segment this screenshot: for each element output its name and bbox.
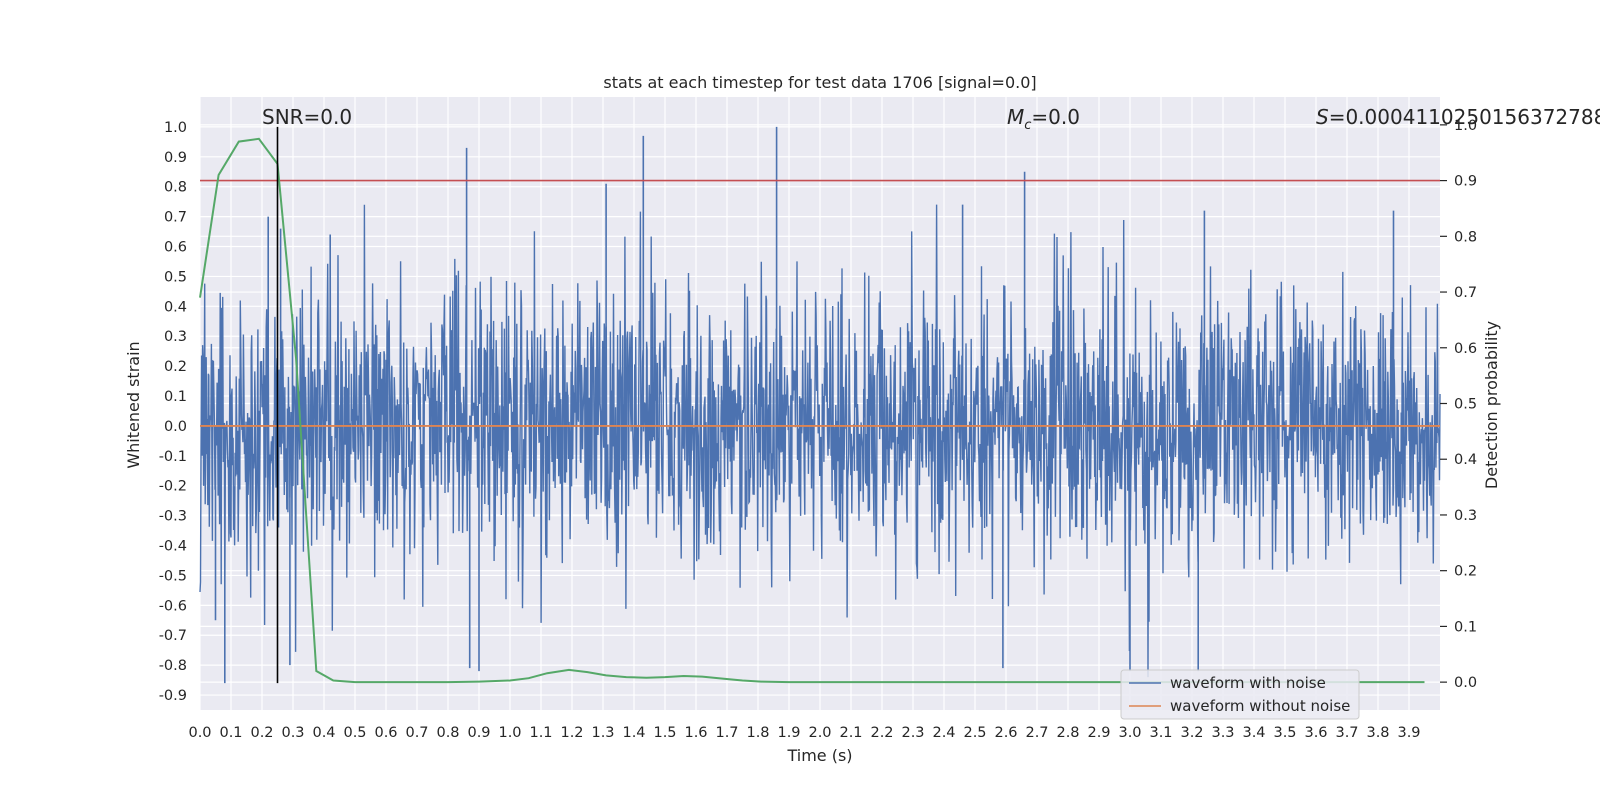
legend-box [1120,669,1360,720]
s-symbol: S [1316,105,1329,129]
x-tick-label: 0.2 [250,725,273,741]
x-axis-label: Time (s) [786,746,852,765]
chirp-mass-symbol: M [1007,105,1024,129]
y-tick-label: -0.4 [159,539,187,555]
x-tick-label: 2.8 [1056,725,1079,741]
y-tick-label: 1.0 [164,120,187,136]
x-tick-label: 3.2 [1180,725,1203,741]
y-tick-label: 0.8 [164,180,187,196]
chart-title: stats at each timestep for test data 170… [603,73,1036,92]
y2-tick-label: 0.7 [1454,285,1477,301]
y-tick-label: -0.2 [159,479,187,495]
y-tick-label: 0.1 [164,389,187,405]
y-tick-label: 0.3 [164,329,187,345]
y-tick-label: -0.7 [159,628,187,644]
x-tick-label: 3.7 [1335,725,1358,741]
x-tick-label: 0.9 [467,725,490,741]
y-tick-label: -0.5 [159,568,187,584]
x-tick-label: 1.5 [653,725,676,741]
x-tick-label: 1.2 [560,725,583,741]
snr-annotation: SNR=0.0 [262,105,352,129]
x-tick-label: 3.3 [1211,725,1234,741]
y-axis-label: Whitened strain [124,341,143,468]
y2-tick-label: 0.2 [1454,564,1477,580]
x-tick-label: 3.4 [1242,725,1265,741]
x-tick-label: 2.4 [932,725,955,741]
x-tick-label: 1.0 [498,725,521,741]
y-tick-label: -0.3 [159,509,187,525]
y-tick-label: 0.9 [164,150,187,166]
x-tick-label: 0.5 [343,725,366,741]
y2-axis-ticks: 1.0 0.9 0.8 0.7 0.6 0.5 0.4 0.3 0.2 0.1 0.0 [1440,118,1477,691]
s-annotation: S=0.0004110250156372788 [1316,105,1600,129]
x-tick-label: 0.0 [188,725,211,741]
y2-tick-label: 0.9 [1454,174,1477,190]
x-tick-label: 1.4 [622,725,645,741]
x-tick-label: 1.6 [684,725,707,741]
y-tick-label: -0.8 [159,658,187,674]
x-tick-label: 0.6 [374,725,397,741]
x-tick-label: 3.0 [1118,725,1141,741]
y2-axis-label: Detection probability [1482,321,1501,489]
x-tick-label: 2.1 [839,725,862,741]
x-tick-label: 2.7 [1025,725,1048,741]
legend: waveform with noise waveform without noi… [1120,669,1360,720]
x-axis-ticks: 0.0 0.1 0.2 0.3 0.4 0.5 0.6 0.7 0.8 0.9 1.0 1.1 1.2 1… [188,725,1420,741]
x-tick-label: 1.7 [715,725,738,741]
x-tick-label: 0.1 [219,725,242,741]
y-tick-label: 0.6 [164,240,187,256]
x-tick-label: 3.1 [1149,725,1172,741]
x-tick-label: 2.3 [901,725,924,741]
y-tick-label: -0.1 [159,449,187,465]
x-tick-label: 2.2 [870,725,893,741]
y-tick-label: 0.4 [164,299,187,315]
y2-tick-label: 0.8 [1454,229,1477,245]
legend-label-waveform-without-noise: waveform without noise [1170,697,1350,715]
x-tick-label: 3.5 [1273,725,1296,741]
y-tick-label: 0.2 [164,359,187,375]
x-tick-label: 0.3 [281,725,304,741]
x-tick-label: 0.7 [405,725,428,741]
x-tick-label: 0.8 [436,725,459,741]
legend-label-waveform-with-noise: waveform with noise [1170,674,1326,692]
series-waveform-with-noise [199,126,1441,684]
series-lines [199,126,1440,684]
y-axis-ticks: 1.0 0.9 0.8 0.7 0.6 0.5 0.4 0.3 0.2 0.1 0.0 -0.1 -0.… [159,120,187,704]
chirp-mass-annotation: Mc=0.0 [1007,105,1080,133]
s-value: =0.0004110250156372788 [1329,105,1600,129]
y2-tick-label: 0.6 [1454,341,1477,357]
y2-tick-label: 0.5 [1454,397,1477,413]
waveform-with-noise-line [199,204,1441,678]
y-tick-label: 0.7 [164,210,187,226]
y2-tick-label: 0.4 [1454,452,1477,468]
x-tick-label: 1.8 [746,725,769,741]
x-tick-label: 3.6 [1304,725,1327,741]
y2-tick-label: 0.0 [1454,675,1477,691]
x-tick-label: 3.8 [1366,725,1389,741]
x-tick-label: 3.9 [1397,725,1420,741]
y2-tick-label: 1.0 [1454,118,1477,134]
x-tick-label: 2.0 [808,725,831,741]
y-tick-label: -0.9 [159,688,187,704]
x-tick-label: 1.1 [529,725,552,741]
chirp-mass-subscript: c [1024,118,1031,133]
x-tick-label: 1.3 [591,725,614,741]
y2-tick-label: 0.3 [1454,508,1477,524]
x-tick-label: 2.9 [1087,725,1110,741]
x-tick-label: 2.5 [963,725,986,741]
x-tick-label: 1.9 [777,725,800,741]
y-tick-label: -0.6 [159,598,187,614]
chirp-mass-value: =0.0 [1031,105,1080,129]
detection-probability-line [199,137,1425,684]
y-tick-label: 0.0 [164,419,187,435]
y2-tick-label: 0.1 [1454,619,1477,635]
x-tick-label: 2.6 [994,725,1017,741]
x-tick-label: 0.4 [312,725,335,741]
y-tick-label: 0.5 [164,269,187,285]
